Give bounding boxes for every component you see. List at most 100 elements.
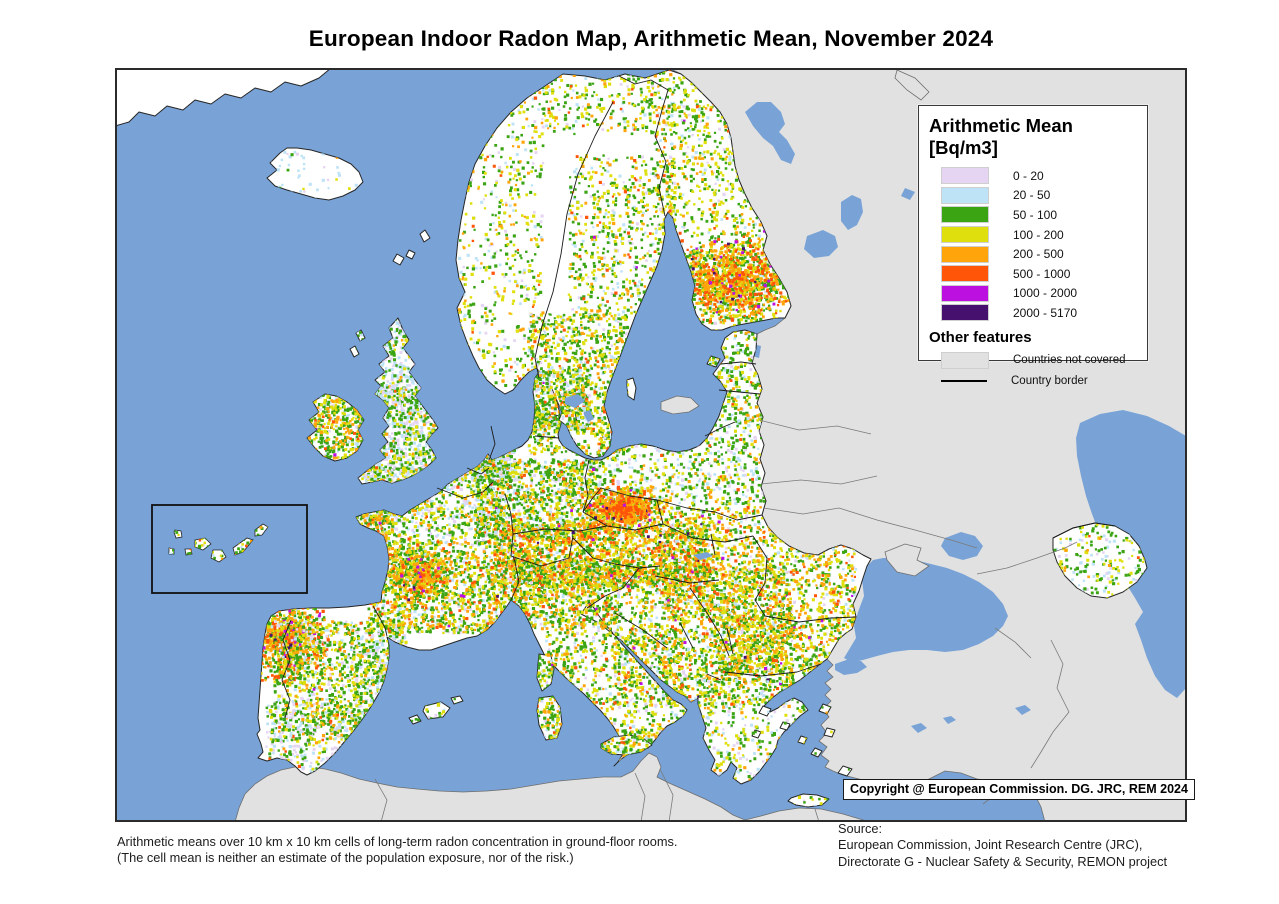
lake-tuz <box>911 723 927 733</box>
greenland <box>115 68 332 127</box>
map-outer-frame <box>115 68 1187 822</box>
border-russia-belarus <box>758 419 872 435</box>
radon-cells-iberia-south <box>282 699 405 770</box>
radon-cells-alps-austria <box>493 523 711 588</box>
radon-cells-brittany <box>331 496 391 542</box>
border-bosnia-serbia <box>679 622 694 649</box>
radon-cells-pannonia <box>687 523 703 535</box>
border-france-germany <box>504 493 514 535</box>
border-turkey-iraq <box>1030 711 1070 769</box>
radon-cells-pannonia <box>662 506 857 621</box>
border-hungary-croatia <box>654 575 720 584</box>
border-switzerland <box>510 533 574 567</box>
border-sweden-finland <box>654 89 669 217</box>
radon-cells-baltics <box>656 331 766 423</box>
legend-class-row: 100 - 200 <box>919 225 1147 245</box>
radon-cells-finland-south <box>672 229 794 325</box>
border-turkey-iran <box>1050 639 1070 713</box>
legend: Arithmetic Mean [Bq/m3] 0 - 20 20 - 50 50 … <box>918 105 1148 387</box>
covered-lakes <box>565 394 713 560</box>
radon-cells-france-south <box>368 540 518 635</box>
border-algeria-tunisia <box>634 772 646 822</box>
legend-class-row: 2000 - 5170 <box>919 303 1147 323</box>
not-covered-label: Countries not covered <box>1013 354 1126 367</box>
border-romania-bulgaria <box>764 615 857 623</box>
radon-cells-england-wales <box>355 390 450 491</box>
legend-class-row: 1000 - 2000 <box>919 284 1147 304</box>
radon-cells-sweden-north <box>568 154 678 321</box>
legend-class-label: 1000 - 2000 <box>1013 286 1078 301</box>
radon-cells-alps-austria <box>494 523 711 589</box>
legend-class-label: 0 - 20 <box>1013 168 1044 183</box>
border-bulgaria-greece <box>724 663 822 677</box>
other-features-title: Other features <box>929 328 1032 346</box>
radon-cells-finland-south <box>677 243 792 325</box>
radon-cells-norway <box>457 88 545 390</box>
radon-cells-massif-central <box>392 551 452 600</box>
sea-of-marmara <box>835 659 867 675</box>
border-germany-austria <box>512 525 608 535</box>
radon-cells-germany <box>475 458 598 541</box>
sea-of-azov <box>941 532 983 560</box>
page-title: European Indoor Radon Map, Arithmetic Me… <box>308 26 994 51</box>
lake-vanern <box>565 394 585 408</box>
legend-swatch <box>941 245 989 263</box>
radon-cells-italy-north <box>513 558 619 632</box>
radon-cells-massif-central <box>402 584 416 602</box>
legend-class-row: 500 - 1000 <box>919 264 1147 284</box>
border-azerbaijan <box>1052 522 1116 539</box>
legend-class-label: 100 - 200 <box>1013 227 1064 242</box>
radon-cells-layer <box>169 70 1147 807</box>
border-russia-ukraine <box>762 507 978 549</box>
radon-cells-czech-core <box>597 499 645 520</box>
radon-cells-sweden-north <box>567 154 678 321</box>
radon-cells-wmed-islands <box>530 648 573 751</box>
radon-cells-bulgaria <box>715 616 856 677</box>
legend-class-label: 20 - 50 <box>1013 188 1051 203</box>
radon-cells-italy-south <box>545 628 692 764</box>
radon-cells-poland <box>595 416 766 507</box>
radon-cells-greece <box>730 693 851 782</box>
not-covered-swatch <box>941 351 989 369</box>
arctic-island <box>894 69 930 101</box>
radon-cells-england-wales <box>355 386 450 491</box>
legend-swatch <box>941 167 989 185</box>
legend-swatch <box>941 284 989 302</box>
radon-cells-czech-core <box>598 497 651 523</box>
radon-cells-italy-south <box>546 628 693 763</box>
source-line2: Directorate G - Nuclear Safety & Securit… <box>838 853 1168 869</box>
source-note: Source: European Commission, Joint Resea… <box>838 821 1167 870</box>
border-hungary-romania-serbia <box>752 535 768 617</box>
footnote-line2: (The cell mean is neither an estimate of… <box>117 850 574 866</box>
radon-cells-germany <box>477 458 598 541</box>
border-turkey-armenia <box>994 627 1032 659</box>
radon-cells-finnmark <box>542 70 699 131</box>
radon-cells-france-north <box>365 466 508 545</box>
border-libya-egypt <box>814 808 820 822</box>
radon-cells-bulgaria <box>716 616 856 678</box>
border-belgium-netherlands <box>466 467 490 475</box>
border-belarus-ukraine <box>760 475 878 485</box>
radon-cells-pannonia <box>661 506 856 619</box>
radon-cells-azerbaijan <box>1057 520 1147 604</box>
lake-vattern <box>584 410 594 422</box>
border-morocco-algeria <box>374 778 388 822</box>
legend-class-row: 0 - 20 <box>919 166 1147 186</box>
legend-class-label: 200 - 500 <box>1013 247 1064 262</box>
land-covered <box>115 68 1148 808</box>
radon-cells-sweden-north <box>567 163 678 318</box>
black-sea <box>844 558 1008 662</box>
radon-cells-iberia-nw <box>245 591 334 683</box>
radon-cells-denmark <box>527 368 592 431</box>
border-denmark-germany <box>534 435 560 439</box>
radon-cells-iberia-center <box>312 688 316 691</box>
country-border-line-sample <box>941 380 987 383</box>
border-spain-france <box>372 605 388 637</box>
radon-cells-france-north <box>378 521 382 525</box>
legend-swatch <box>941 226 989 244</box>
canary-inset-base <box>152 505 307 593</box>
lake <box>943 716 956 724</box>
source-line1: European Commission, Joint Research Cent… <box>838 837 1143 853</box>
legend-not-covered-row: Countries not covered <box>919 350 1147 371</box>
radon-cells-italy-north <box>513 558 615 625</box>
